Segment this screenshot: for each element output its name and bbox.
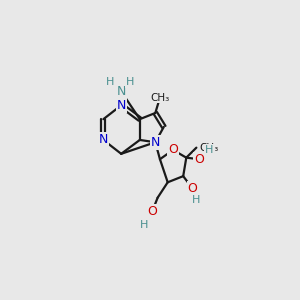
Text: O: O xyxy=(188,182,197,195)
Text: N: N xyxy=(151,136,160,149)
Text: N: N xyxy=(116,99,126,112)
Text: N: N xyxy=(116,85,126,98)
Text: CH₃: CH₃ xyxy=(200,143,219,153)
Text: H: H xyxy=(105,77,114,87)
Text: O: O xyxy=(194,153,204,166)
Text: O: O xyxy=(147,205,157,218)
Text: H: H xyxy=(140,220,148,230)
Text: N: N xyxy=(99,134,108,146)
Text: O: O xyxy=(168,143,178,157)
Text: CH₃: CH₃ xyxy=(150,93,170,103)
Text: H: H xyxy=(126,77,135,87)
Text: H: H xyxy=(192,195,201,205)
Text: H: H xyxy=(206,145,214,155)
